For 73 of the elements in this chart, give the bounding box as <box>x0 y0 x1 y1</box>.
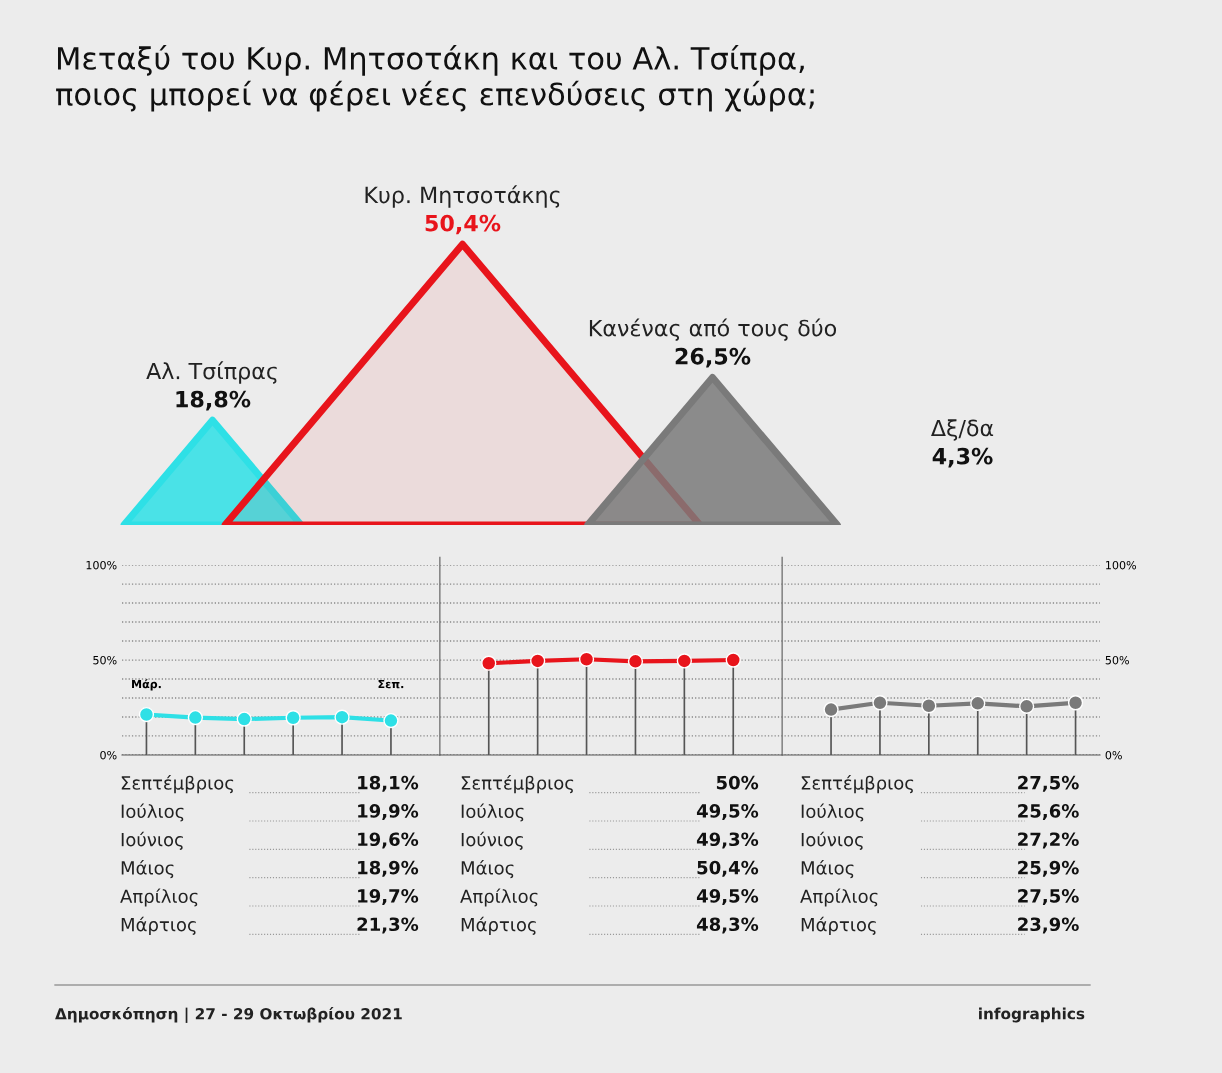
category-label: Ιούνιος <box>121 831 183 850</box>
text: 49,3% <box>696 832 759 849</box>
category-label: Σεπτέμβριος <box>801 775 914 794</box>
point <box>627 653 644 669</box>
text: 50% <box>716 775 759 790</box>
text: 27,5% <box>1018 889 1079 906</box>
point <box>1067 695 1084 711</box>
category-label: Μάιος <box>801 860 854 879</box>
y2-tick-label: 50% <box>1105 655 1129 665</box>
y-tick-label: 0% <box>100 750 117 760</box>
text: 18,1% <box>358 775 419 792</box>
point <box>481 655 497 671</box>
category-label: Μάιος <box>461 860 514 879</box>
text: Δημοσκόπηση | 27 - 29 Οκτωβρίου 2021 <box>55 1007 402 1023</box>
text: 27,5% <box>1018 775 1079 792</box>
category-label: Ιούνιος <box>461 831 523 850</box>
point <box>138 706 155 723</box>
point <box>236 711 252 727</box>
category-label: Μάιος <box>121 860 174 879</box>
category-label: Σεπτέμβριος <box>461 775 574 794</box>
category-label: Αλ. Τσίπρας <box>146 361 277 384</box>
text: 49,5% <box>696 804 759 821</box>
category-label: Απρίλιος <box>800 888 878 907</box>
category-label: Δξ/δα <box>931 419 994 441</box>
text: Μεταξύ του Κυρ. Μητσοτάκη και του Αλ. Τσίπρα, ποιος μπορεί να φέρει νέες επενδύσεις στη χώρα; <box>56 45 814 112</box>
data-label: 18,8% <box>176 390 251 411</box>
category-label: Σεπτέμβριος <box>121 775 234 794</box>
point <box>334 709 350 725</box>
category-label: Απρίλιος <box>460 888 538 907</box>
y2-tick-label: 0% <box>1105 750 1122 760</box>
point <box>921 698 937 714</box>
y-tick-label: 100% <box>86 560 117 570</box>
text: 25,9% <box>1018 860 1079 877</box>
point <box>578 651 595 667</box>
category-label: Κανένας από τους δύο <box>589 318 837 341</box>
x-tick-label: Σεπ. <box>378 679 404 689</box>
category-label: Μάρτιος <box>121 916 196 935</box>
point <box>530 653 546 669</box>
text: 25,6% <box>1018 804 1079 821</box>
text: infographics <box>979 1007 1085 1023</box>
text: 23,9% <box>1018 917 1079 934</box>
point <box>383 712 399 729</box>
point <box>872 695 888 711</box>
text: 50,4% <box>697 860 759 877</box>
category-label: Ιούνιος <box>801 831 863 850</box>
data-label: 26,5% <box>675 347 751 368</box>
point <box>676 653 692 669</box>
category-label: Ιούλιος <box>461 803 524 822</box>
text: 19,9% <box>358 804 419 821</box>
category-label: Μάρτιος <box>461 916 536 935</box>
text: 19,7% <box>358 889 419 906</box>
point <box>970 695 986 711</box>
data-label: 50,4% <box>425 214 501 235</box>
y2-tick-label: 100% <box>1106 560 1137 570</box>
x-tick-label: Μάρ. <box>132 679 161 691</box>
point <box>725 652 741 668</box>
text: 48,3% <box>696 917 759 934</box>
text: 18,9% <box>358 860 419 877</box>
category-label: Ιούλιος <box>801 803 864 822</box>
text: 49,5% <box>696 889 759 906</box>
category-label: Κυρ. Μητσοτάκης <box>365 185 560 208</box>
point <box>823 701 839 718</box>
y-tick-label: 50% <box>93 655 117 665</box>
data-label: 4,3% <box>932 447 993 468</box>
category-label: Μάρτιος <box>801 916 876 935</box>
text: 19,6% <box>358 832 419 849</box>
category-label: Ιούλιος <box>121 803 184 822</box>
category-label: Απρίλιος <box>120 888 198 907</box>
point <box>1019 698 1035 714</box>
text: 27,2% <box>1018 832 1079 849</box>
text: 21,3% <box>357 917 419 934</box>
point <box>187 709 203 726</box>
point <box>285 710 301 726</box>
